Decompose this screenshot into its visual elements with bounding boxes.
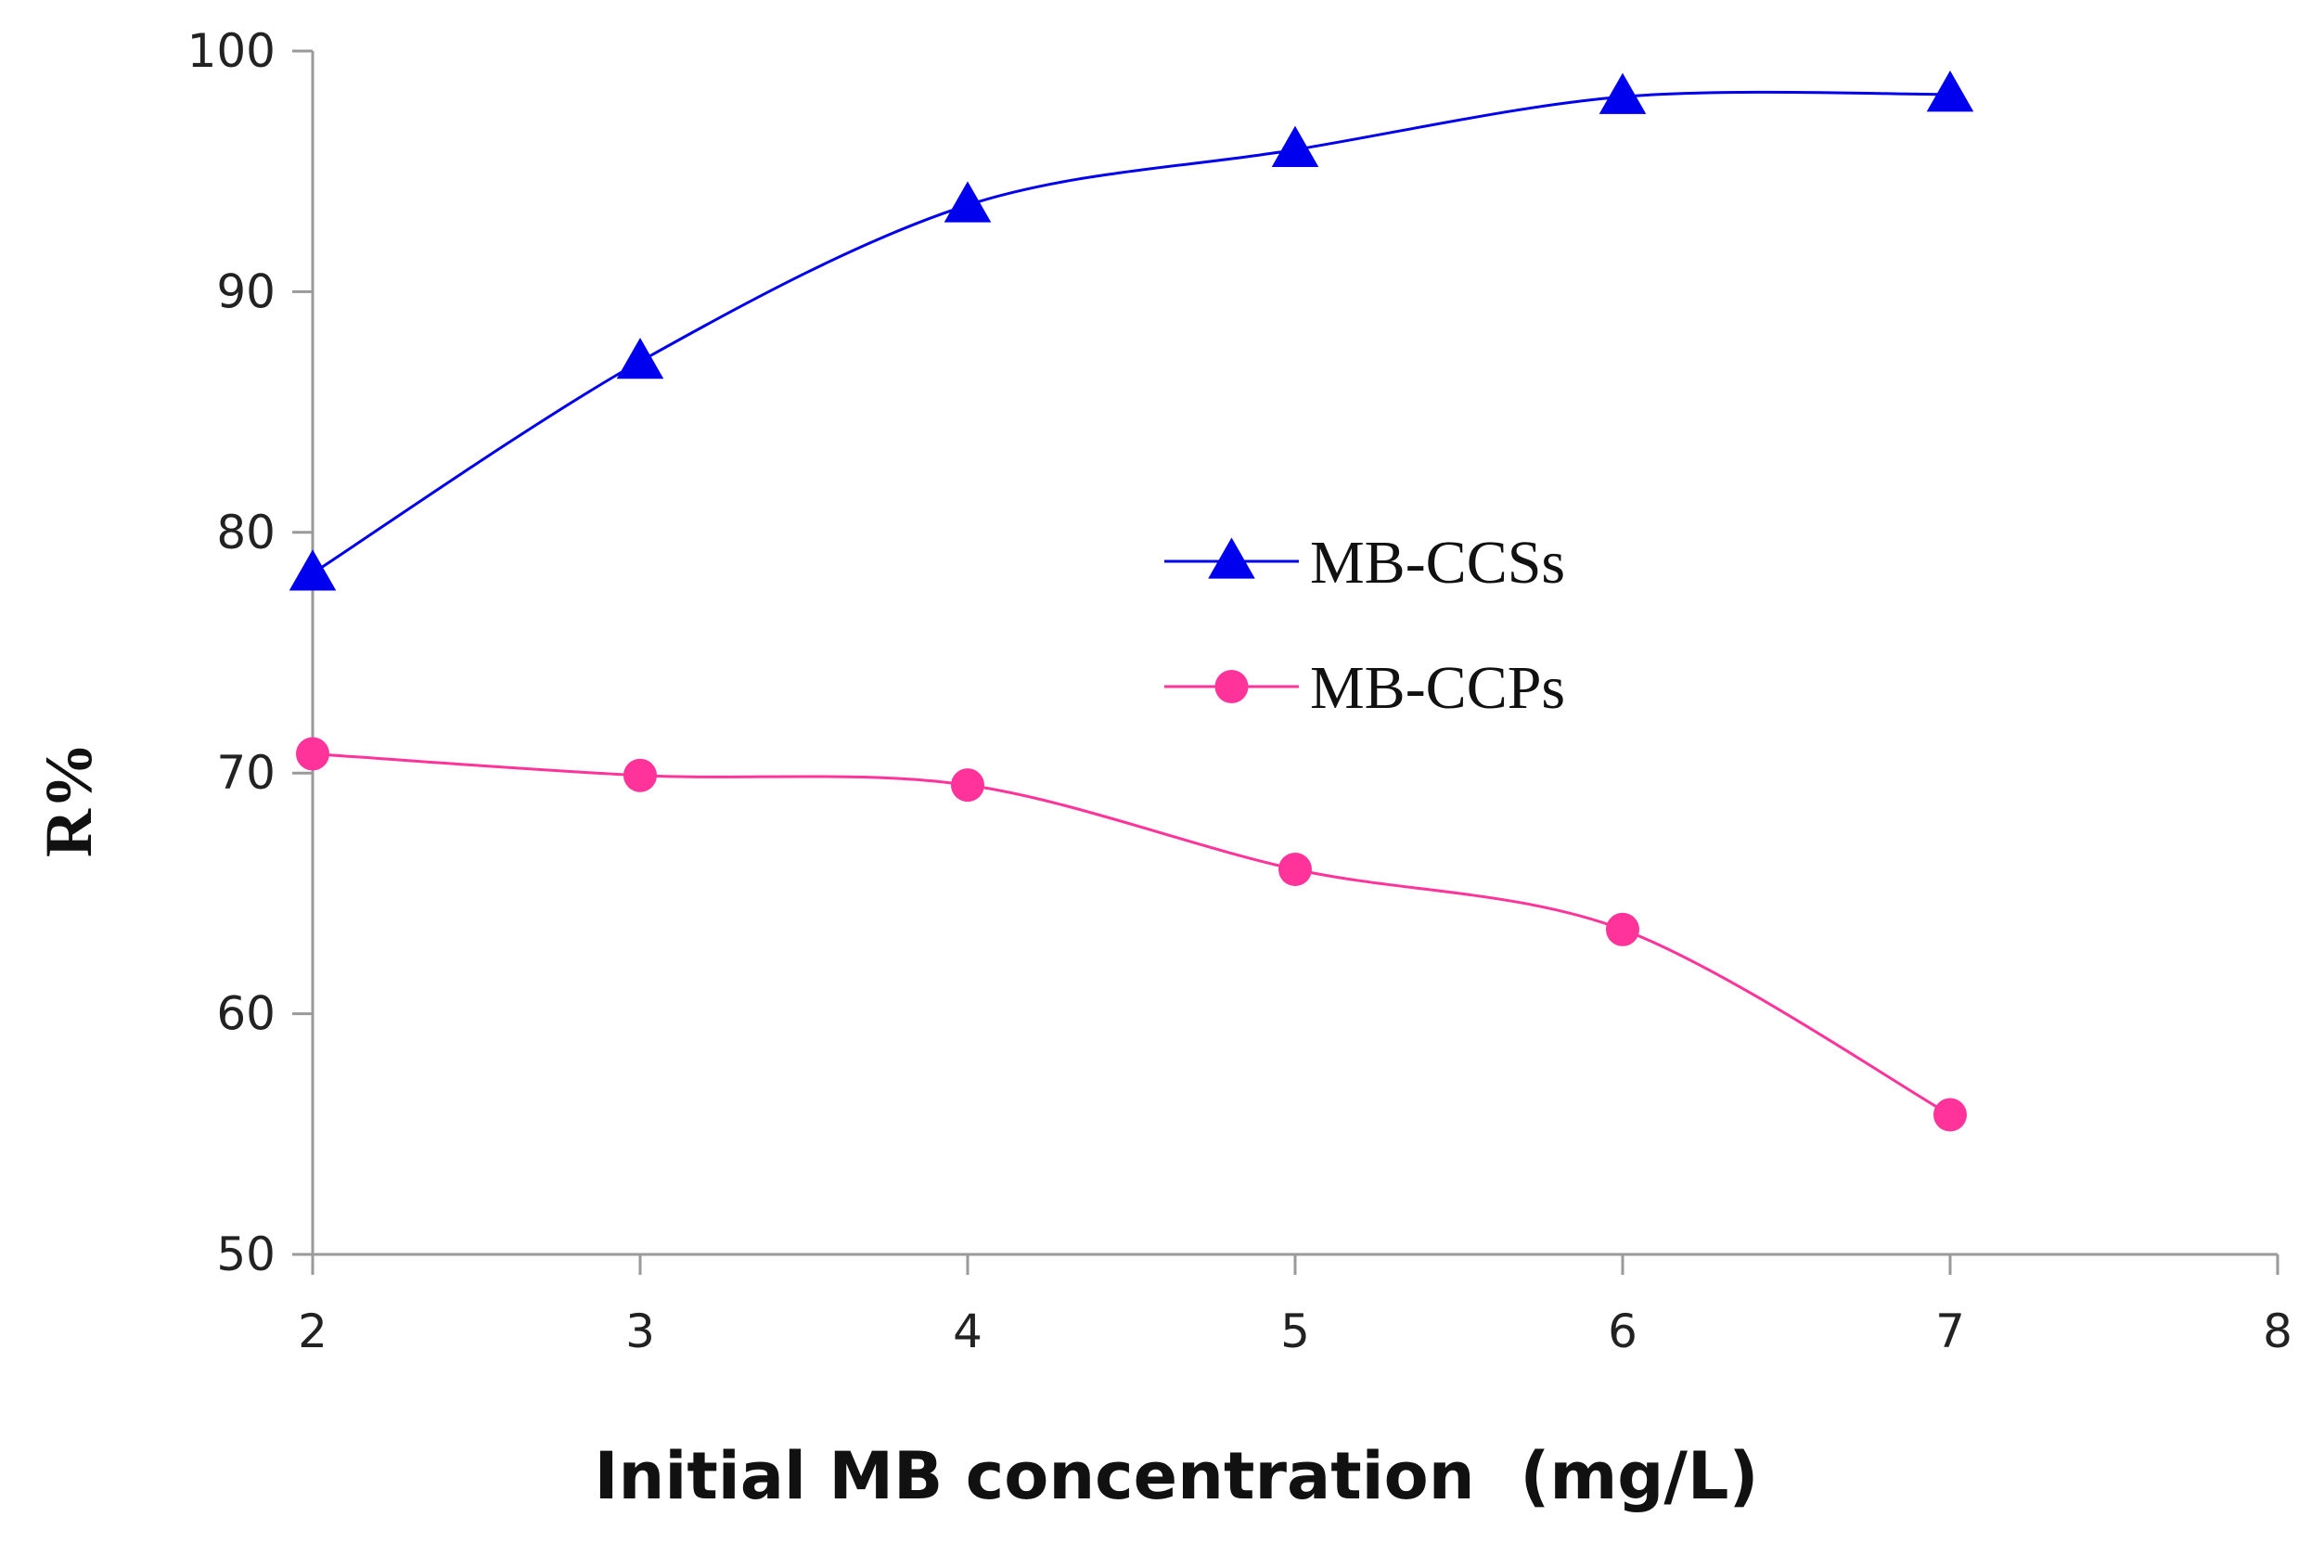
data-point-triangle bbox=[944, 181, 992, 223]
y-tick-label: 70 bbox=[216, 746, 276, 800]
data-point-circle bbox=[1606, 912, 1639, 946]
legend-marker-circle bbox=[1214, 670, 1249, 703]
data-point-circle bbox=[296, 737, 329, 771]
series-layer bbox=[289, 71, 1974, 1132]
legend-item-mb-ccps: MB-CCPs bbox=[1164, 654, 1565, 722]
data-point-circle bbox=[1278, 852, 1312, 886]
y-tick-label: 100 bbox=[187, 24, 276, 78]
data-point-triangle bbox=[1926, 71, 1974, 112]
y-tick-label: 50 bbox=[216, 1227, 276, 1281]
legend-item-mb-ccss: MB-CCSs bbox=[1164, 529, 1565, 597]
x-tick-label: 2 bbox=[298, 1305, 327, 1358]
y-tick-label: 80 bbox=[216, 506, 276, 559]
x-tick-label: 3 bbox=[625, 1305, 655, 1358]
x-tick-label: 8 bbox=[2263, 1305, 2292, 1358]
data-point-circle bbox=[1933, 1098, 1967, 1132]
data-point-triangle bbox=[616, 337, 664, 379]
y-axis-title: R% bbox=[32, 742, 106, 857]
x-axis-title: Initial MB concentration (mg/L) bbox=[594, 1438, 1758, 1514]
y-tick-label: 60 bbox=[216, 987, 276, 1041]
legend-marker-triangle bbox=[1208, 537, 1255, 579]
x-tick-label: 5 bbox=[1280, 1305, 1310, 1358]
axes bbox=[311, 51, 2278, 1256]
data-point-circle bbox=[951, 768, 984, 803]
series-mb-ccps bbox=[296, 737, 1967, 1132]
x-tick-label: 7 bbox=[1935, 1305, 1965, 1358]
x-ticks: 2 3 4 5 6 7 8 bbox=[298, 1254, 2292, 1358]
legend-label: MB-CCPs bbox=[1310, 654, 1565, 722]
legend-label: MB-CCSs bbox=[1310, 529, 1565, 597]
data-point-triangle bbox=[1599, 72, 1647, 114]
series-mb-ccss bbox=[289, 71, 1974, 591]
data-point-triangle bbox=[1271, 125, 1319, 167]
x-tick-label: 4 bbox=[953, 1305, 982, 1358]
legend: MB-CCSs MB-CCPs bbox=[1164, 529, 1565, 722]
y-ticks: 50 60 70 80 90 100 bbox=[187, 24, 313, 1281]
data-point-circle bbox=[623, 758, 657, 792]
series-line bbox=[312, 90, 1951, 575]
series-line bbox=[312, 752, 1951, 1116]
x-tick-label: 6 bbox=[1608, 1305, 1637, 1358]
data-point-triangle bbox=[289, 549, 337, 591]
y-tick-label: 90 bbox=[216, 264, 276, 318]
